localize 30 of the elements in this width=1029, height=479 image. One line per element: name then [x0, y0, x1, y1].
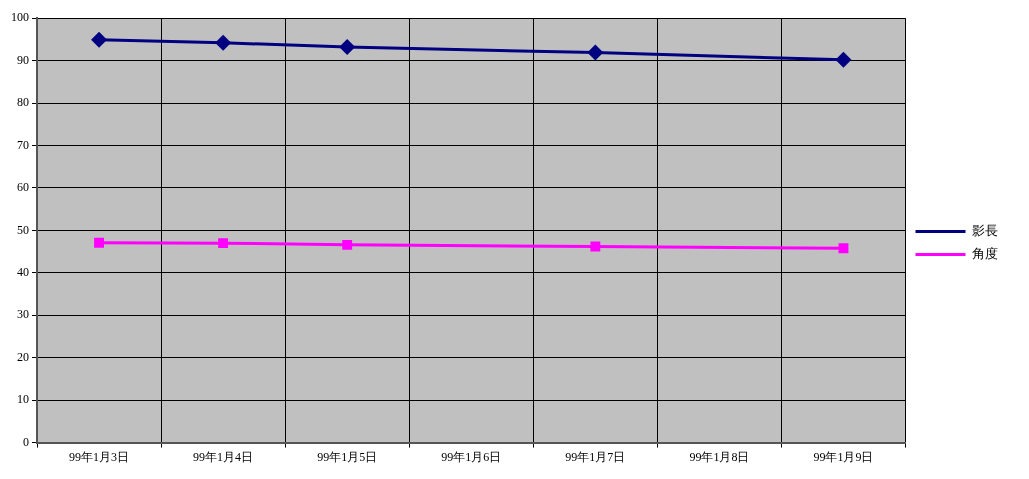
x-tick-label: 99年1月3日	[69, 449, 130, 464]
x-tick-label: 99年1月4日	[193, 449, 254, 464]
x-tick-label: 99年1月5日	[317, 449, 378, 464]
y-tick-label: 50	[17, 222, 29, 237]
point	[838, 243, 849, 254]
legend-label: 影長	[972, 222, 998, 238]
point	[587, 44, 604, 61]
legend-label: 角度	[972, 245, 998, 261]
y-tick-label: 10	[17, 392, 29, 407]
point	[590, 241, 601, 252]
x-tick-label: 99年1月9日	[813, 449, 874, 464]
x-tick-label: 99年1月6日	[441, 449, 502, 464]
y-tick-label: 0	[23, 434, 29, 449]
point	[215, 34, 232, 51]
y-tick-label: 100	[11, 10, 29, 25]
point	[342, 239, 353, 250]
y-tick-label: 30	[17, 307, 29, 322]
y-tick-label: 40	[17, 265, 29, 279]
y-tick-label: 70	[17, 137, 29, 152]
y-tick-label: 90	[17, 52, 29, 67]
point	[339, 39, 356, 56]
point	[94, 237, 104, 248]
point	[835, 51, 852, 68]
point	[91, 31, 108, 48]
x-tick-label: 99年1月7日	[565, 449, 626, 464]
y-tick-label: 80	[17, 95, 29, 110]
x-tick-label: 99年1月8日	[689, 449, 750, 464]
point	[218, 238, 229, 249]
y-tick-label: 20	[17, 349, 29, 364]
y-tick-label: 60	[17, 180, 29, 195]
